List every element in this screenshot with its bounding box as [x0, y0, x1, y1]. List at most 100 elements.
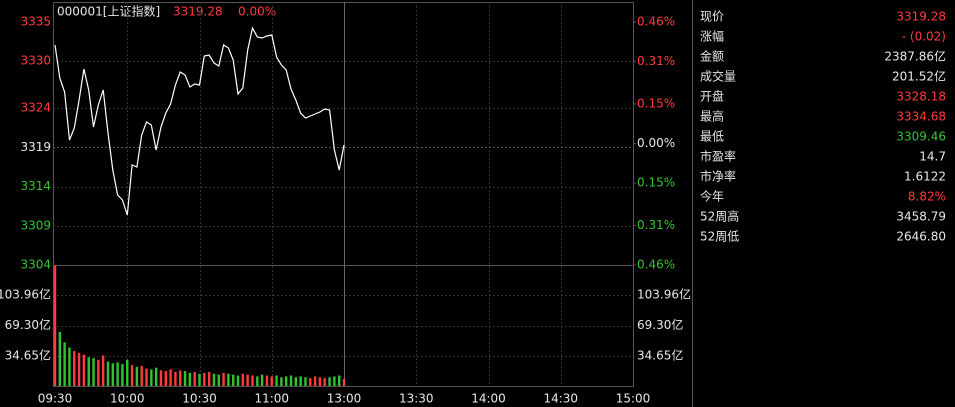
volume-bar: [207, 372, 211, 386]
volume-bar: [260, 374, 264, 386]
volume-bar: [121, 364, 124, 386]
volume-bar: [328, 377, 331, 386]
volume-bar: [241, 373, 245, 386]
quote-value: 8.82%: [908, 190, 946, 204]
volume-bar: [318, 377, 322, 386]
volume-bar: [140, 365, 143, 386]
header-change: 0.00%: [238, 5, 276, 19]
volume-bar: [73, 351, 76, 386]
volume-bar: [212, 373, 216, 386]
quote-value: 2646.80: [896, 230, 946, 244]
volume-bar: [179, 370, 182, 386]
quote-label: 今年: [700, 189, 724, 204]
y-tick-label: 3330: [20, 54, 51, 68]
volume-bar: [174, 372, 177, 386]
quote-label: 现价: [700, 10, 724, 24]
volume-bar: [342, 379, 346, 386]
volume-bar: [280, 377, 283, 386]
volume-bar: [217, 374, 220, 386]
volume-bar: [313, 376, 317, 386]
volume-bar: [193, 372, 196, 386]
volume-bar: [256, 376, 259, 386]
volume-bar: [299, 376, 302, 386]
volume-bar: [169, 369, 172, 386]
quote-label: 52周低: [700, 230, 739, 244]
quote-value: 2387.86亿: [884, 49, 946, 64]
quote-value: 1.6122: [904, 170, 946, 184]
volume-bar: [135, 366, 139, 386]
y-tick-label: 3304: [20, 258, 51, 272]
y2-tick-label: 0.46%: [637, 15, 675, 29]
volume-bar: [323, 378, 326, 386]
volume-bar: [222, 372, 225, 386]
volume-bar: [275, 375, 278, 386]
quote-label: 市净率: [700, 169, 736, 184]
x-tick-label: 09:30: [38, 392, 73, 406]
y2-tick-label: 0.00%: [637, 136, 675, 150]
x-tick-label: 14:00: [471, 392, 506, 406]
y2-tick-label: 34.65亿: [637, 347, 683, 362]
x-tick-label: 13:00: [327, 392, 362, 406]
x-tick-label: 14:30: [543, 392, 578, 406]
volume-bar: [101, 355, 105, 386]
quote-label: 涨幅: [700, 29, 724, 44]
volume-bar: [289, 375, 293, 386]
y2-tick-label: 69.30亿: [637, 317, 683, 332]
volume-bar: [97, 359, 100, 386]
quote-label: 成交量: [700, 69, 736, 84]
volume-bar: [309, 378, 312, 386]
volume-bar: [270, 376, 273, 386]
volume-bar: [58, 331, 62, 386]
x-tick-label: 10:00: [110, 392, 145, 406]
volume-bar: [63, 342, 66, 386]
quote-value: 3309.46: [896, 130, 946, 144]
y-tick-label: 69.30亿: [5, 317, 51, 332]
volume-bar: [232, 374, 235, 386]
quote-value: 3328.18: [896, 90, 946, 104]
volume-bar: [145, 368, 148, 386]
quote-value: 201.52亿: [892, 69, 946, 84]
volume-bar: [227, 373, 230, 386]
y2-tick-label: 0.15%: [637, 96, 675, 110]
volume-bar: [126, 359, 129, 386]
y-tick-label: 3314: [20, 179, 51, 193]
volume-bar: [111, 363, 114, 386]
quote-label: 最低: [700, 130, 724, 144]
volume-bar: [294, 377, 298, 386]
quote-value: 3458.79: [896, 210, 946, 224]
volume-bar: [164, 371, 167, 386]
x-tick-label: 11:00: [254, 392, 289, 406]
quote-value: 3319.28: [896, 10, 946, 24]
volume-bar: [159, 370, 163, 386]
volume-bar: [246, 374, 249, 386]
volume-bar: [285, 376, 288, 386]
volume-bar: [53, 265, 57, 386]
volume-bar: [236, 375, 240, 386]
y-tick-label: 3335: [20, 15, 51, 29]
quote-value: 3334.68: [896, 110, 946, 124]
volume-bar: [198, 373, 201, 386]
y-tick-label: 103.96亿: [0, 287, 51, 302]
quote-label: 市盈率: [700, 149, 736, 164]
chart-title: 000001[上证指数]: [57, 4, 160, 19]
volume-bar: [304, 377, 307, 386]
plot-frame: [53, 2, 634, 387]
volume-bar: [92, 358, 95, 386]
y-tick-label: 3324: [20, 101, 51, 115]
quote-value: 14.7: [919, 150, 946, 164]
volume-bar: [116, 362, 119, 386]
volume-bar: [82, 354, 86, 386]
y2-tick-label: 0.31%: [637, 218, 675, 232]
volume-bar: [265, 375, 269, 386]
volume-bar: [106, 361, 110, 386]
quote-label: 开盘: [700, 89, 724, 104]
x-tick-label: 13:30: [399, 392, 434, 406]
y-tick-label: 34.65亿: [5, 347, 51, 362]
volume-bar: [150, 369, 153, 386]
volume-bar: [68, 347, 71, 386]
y-tick-label: 3319: [20, 140, 51, 154]
volume-bar: [183, 371, 187, 386]
quote-label: 最高: [700, 109, 724, 124]
y2-tick-label: 0.46%: [637, 258, 675, 272]
